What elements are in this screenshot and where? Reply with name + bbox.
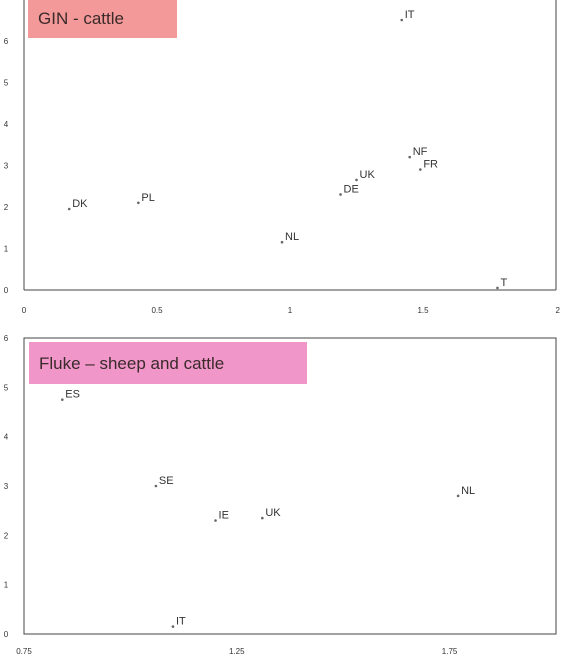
chart-title: GIN - cattle: [38, 9, 124, 28]
panel-fluke-sheep-cattle: Fluke – sheep and cattle 0.75 1.25 1.75 0 1 2…: [4, 334, 557, 656]
data-label: IT: [176, 616, 186, 628]
data-label: UK: [265, 507, 281, 519]
x-tick-label: 1.5: [417, 306, 429, 315]
data-label: NL: [285, 231, 299, 243]
data-point: [67, 207, 71, 211]
plot-frame: [23, 337, 557, 635]
data-label: NF: [413, 146, 428, 158]
y-tick-label: 3: [4, 161, 9, 170]
data-point: [61, 398, 64, 401]
x-tick-label: 0: [22, 306, 27, 315]
data-label: IE: [219, 510, 229, 522]
data-point: [154, 484, 158, 488]
y-tick-label: 6: [4, 334, 9, 343]
data-points: ES SE IE UK NL IT: [61, 389, 475, 628]
tick-labels: 0 0.5 1 1.5 2 0 1 2 3 4 5 6: [4, 37, 561, 315]
x-tick-label: 1.25: [229, 647, 245, 656]
y-tick-label: 0: [4, 286, 9, 295]
data-label: FR: [423, 159, 438, 171]
data-point: [137, 201, 140, 205]
y-tick-label: 6: [4, 37, 9, 46]
data-label: PL: [141, 192, 154, 204]
data-label: DE: [344, 183, 359, 195]
data-point: [400, 18, 404, 22]
y-tick-label: 3: [4, 482, 9, 491]
data-point: [261, 516, 264, 520]
data-label: IT: [405, 9, 415, 21]
x-tick-label: 0.5: [151, 306, 163, 315]
y-tick-label: 2: [4, 531, 9, 540]
y-tick-label: 0: [4, 630, 9, 639]
data-point: [419, 168, 422, 171]
x-tick-label: 1: [288, 306, 293, 315]
data-label: NL: [461, 485, 475, 497]
data-label: UK: [360, 169, 376, 181]
title-box: [28, 0, 177, 38]
data-point: [496, 286, 499, 290]
data-point: [456, 494, 460, 498]
data-label: T: [500, 277, 507, 289]
chart-title: Fluke – sheep and cattle: [39, 354, 224, 373]
data-label: SE: [159, 475, 174, 487]
title-box: [29, 342, 307, 384]
y-tick-label: 5: [4, 383, 9, 392]
y-tick-label: 2: [4, 203, 9, 212]
data-point: [355, 178, 358, 182]
tick-labels: 0.75 1.25 1.75 0 1 2 3 4 5 6: [4, 334, 458, 656]
data-point: [171, 625, 175, 628]
y-tick-label: 1: [4, 581, 9, 590]
data-label: ES: [65, 389, 80, 401]
data-point: [339, 193, 342, 196]
y-tick-label: 4: [4, 120, 9, 129]
x-tick-label: 1.75: [442, 647, 458, 656]
data-point: [280, 240, 284, 244]
y-tick-label: 1: [4, 244, 9, 253]
data-label: DK: [72, 198, 88, 210]
data-point: [408, 155, 412, 159]
data-point: [214, 519, 217, 522]
y-tick-label: 5: [4, 78, 9, 87]
x-tick-label: 2: [556, 306, 561, 315]
y-tick-label: 4: [4, 433, 9, 442]
x-tick-label: 0.75: [16, 647, 32, 656]
